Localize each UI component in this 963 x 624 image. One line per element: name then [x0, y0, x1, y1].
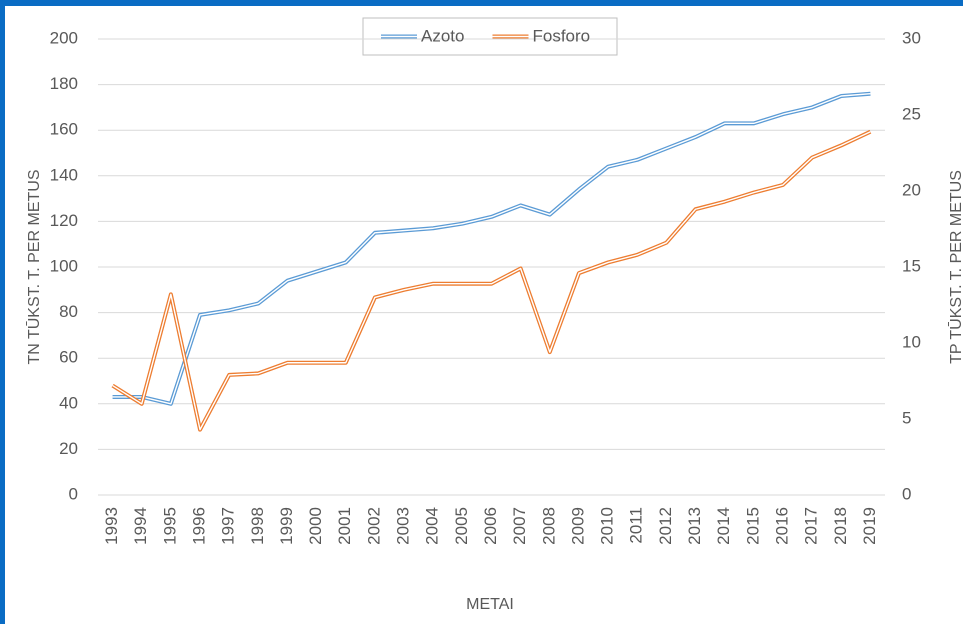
x-tick-label: 2005: [452, 507, 471, 545]
y-axis-title: TN TŪKST. T. PER METUS: [25, 170, 43, 365]
y-tick-label: 80: [59, 302, 78, 321]
x-tick-label: 2015: [743, 507, 762, 545]
y2-axis-title: TP TŪKST. T. PER METUS: [947, 170, 963, 364]
y2-tick-label: 20: [902, 180, 921, 199]
y2-tick-label: 25: [902, 104, 921, 123]
series-line-inner: [112, 93, 871, 405]
x-tick-label: 2014: [714, 507, 733, 545]
x-tick-label: 1995: [160, 507, 179, 545]
x-tick-label: 2019: [860, 507, 879, 545]
series-line: [111, 129, 872, 432]
series-line-inner: [112, 131, 871, 431]
x-tick-label: 2007: [510, 507, 529, 545]
x-tick-label: 2013: [685, 507, 704, 545]
x-tick-label: 2003: [394, 507, 413, 545]
y-tick-label: 20: [59, 439, 78, 458]
y-tick-label: 60: [59, 348, 78, 367]
y2-tick-label: 10: [902, 332, 921, 351]
x-tick-label: 2002: [364, 507, 383, 545]
y-tick-label: 180: [50, 74, 78, 93]
y-tick-label: 40: [59, 393, 78, 412]
x-tick-label: 1998: [248, 507, 267, 545]
x-tick-label: 2000: [306, 507, 325, 545]
y-tick-label: 200: [50, 28, 78, 47]
chart: TN TŪKST. T. PER METUS TP TŪKST. T. PER …: [25, 17, 963, 613]
series-line: [112, 91, 871, 406]
legend-label: Fosforo: [532, 26, 590, 45]
x-tick-label: 2006: [481, 507, 500, 545]
y-tick-label: 160: [50, 120, 78, 139]
y2-tick-label: 30: [902, 28, 921, 47]
x-tick-label: 2016: [772, 507, 791, 545]
y2-tick-label: 0: [902, 484, 911, 503]
y-tick-label: 140: [50, 165, 78, 184]
x-tick-label: 1996: [190, 507, 209, 545]
y-tick-label: 120: [50, 211, 78, 230]
x-axis-title: METAI: [466, 596, 514, 613]
y-tick-label: 100: [50, 256, 78, 275]
x-tick-label: 2009: [568, 507, 587, 545]
x-tick-label: 2010: [598, 507, 617, 545]
x-tick-label: 1999: [277, 507, 296, 545]
y-tick-label: 0: [69, 484, 78, 503]
y2-tick-label: 5: [902, 408, 911, 427]
x-tick-label: 2017: [802, 507, 821, 545]
x-tick-label: 2012: [656, 507, 675, 545]
x-tick-label: 2001: [335, 507, 354, 545]
x-tick-label: 1994: [131, 507, 150, 545]
legend-label: Azoto: [421, 26, 464, 45]
x-tick-label: 1997: [219, 507, 238, 545]
x-tick-label: 2004: [423, 507, 442, 545]
x-tick-label: 1993: [102, 507, 121, 545]
y2-tick-label: 15: [902, 256, 921, 275]
x-tick-label: 2008: [539, 507, 558, 545]
x-tick-label: 2011: [627, 507, 646, 544]
x-tick-label: 2018: [831, 507, 850, 545]
chart-area: TN TŪKST. T. PER METUS TP TŪKST. T. PER …: [5, 6, 963, 624]
